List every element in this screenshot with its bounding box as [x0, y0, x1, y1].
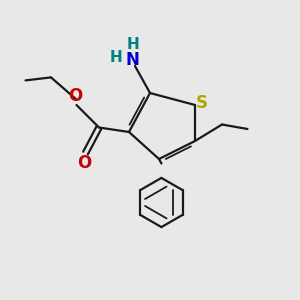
Text: N: N	[125, 51, 139, 69]
Text: H: H	[126, 37, 139, 52]
Text: H: H	[110, 50, 123, 64]
Text: O: O	[77, 154, 91, 172]
Text: O: O	[68, 87, 82, 105]
Text: S: S	[196, 94, 208, 112]
